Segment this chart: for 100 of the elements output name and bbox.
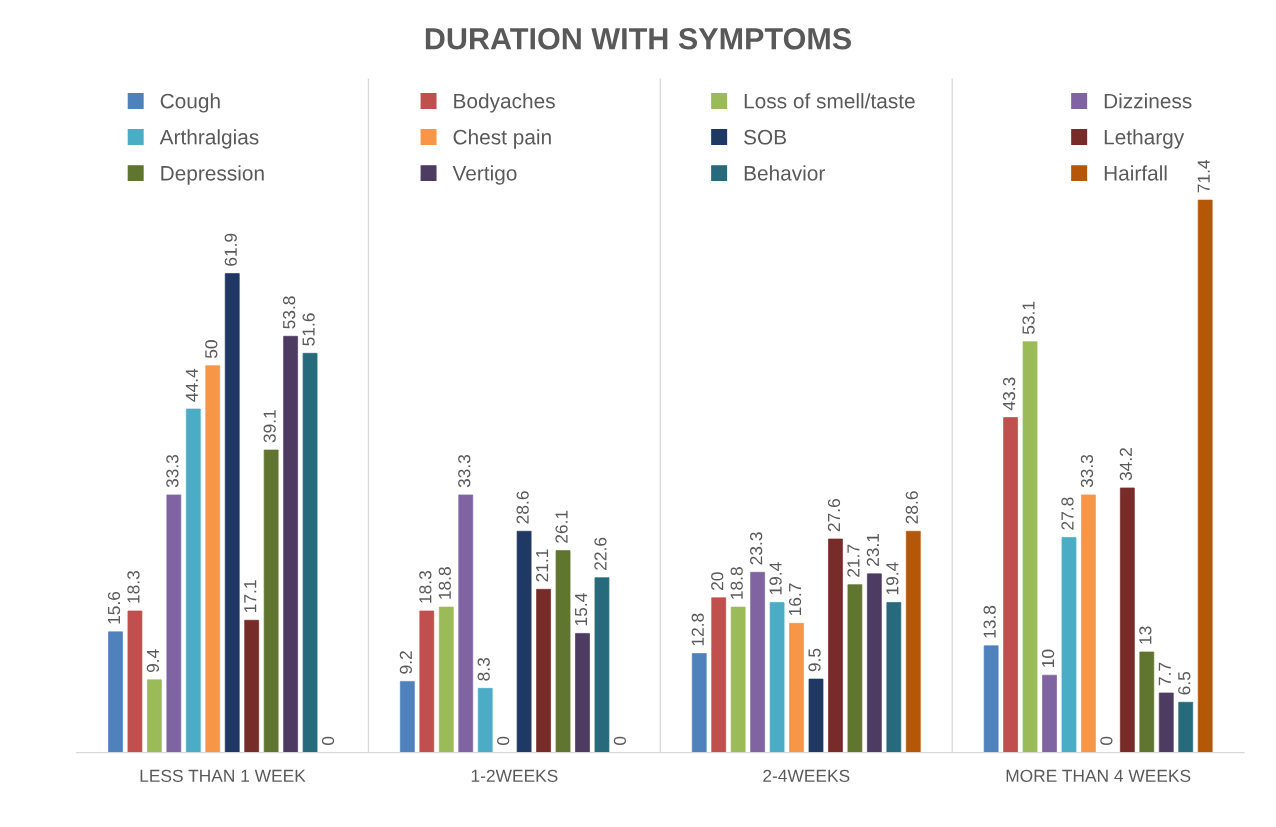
- bar: [127, 610, 143, 753]
- bar: [205, 365, 221, 753]
- bar: [828, 538, 843, 753]
- bar: [516, 530, 532, 753]
- bar: [1119, 487, 1135, 753]
- data-label: 8.3: [477, 658, 490, 681]
- chart-title: DURATION WITH SYMPTOMS: [425, 27, 851, 50]
- data-label: 19.4: [886, 562, 899, 595]
- data-label: 18.8: [730, 567, 743, 599]
- bar: [769, 602, 785, 753]
- legend-label: Lethargy: [1104, 129, 1185, 149]
- bar: [244, 619, 260, 753]
- bar: [789, 623, 804, 753]
- data-label: 12.8: [691, 613, 704, 646]
- data-label: 9.2: [399, 651, 413, 674]
- data-label: 18.3: [419, 571, 432, 603]
- data-label: 53.1: [1022, 301, 1035, 335]
- bar: [847, 584, 863, 753]
- data-label: 18.3: [127, 571, 140, 603]
- bar: [983, 645, 999, 753]
- data-label: 6.5: [1178, 671, 1191, 695]
- data-label: 33.3: [458, 454, 471, 488]
- data-label: 28.6: [905, 491, 918, 524]
- data-label: 21.1: [535, 549, 549, 582]
- bar: [1022, 341, 1038, 753]
- data-label: 23.1: [866, 533, 880, 567]
- legend-label: Loss of smell/taste: [744, 93, 915, 109]
- bar: [302, 352, 318, 753]
- data-label: 9.5: [808, 648, 821, 672]
- bar: [1139, 651, 1155, 753]
- data-label: 0: [1100, 736, 1113, 745]
- bar: [147, 679, 162, 753]
- bar: [1158, 692, 1174, 753]
- bar: [1081, 494, 1096, 753]
- legend-label: SOB: [744, 129, 786, 145]
- data-label: 43.3: [1002, 377, 1016, 411]
- bar: [691, 653, 707, 753]
- legend-label: Bodyaches: [454, 93, 555, 113]
- data-label: 13.8: [983, 605, 996, 638]
- x-tick-label: 2-4WEEKS: [763, 769, 850, 782]
- data-label: 15.6: [107, 591, 121, 624]
- x-tick-label: MORE THAN 4 WEEKS: [1006, 769, 1191, 782]
- data-label: 10: [1041, 649, 1055, 667]
- data-label: 9.4: [146, 649, 160, 673]
- data-label: 20: [711, 572, 724, 590]
- legend-label: Arthralgias: [159, 129, 259, 149]
- data-label: 19.4: [769, 562, 782, 595]
- data-label: 27.8: [1061, 497, 1074, 530]
- bar: [1003, 417, 1018, 753]
- data-label: 21.7: [847, 544, 860, 577]
- bar: [1197, 199, 1213, 753]
- legend-label: Chest pain: [453, 129, 551, 149]
- data-label: 7.7: [1158, 662, 1171, 686]
- bar: [594, 577, 610, 753]
- legend-label: Depression: [161, 165, 264, 185]
- bar: [1042, 674, 1057, 753]
- data-label: 13: [1139, 626, 1152, 644]
- data-label: 71.4: [1197, 159, 1210, 193]
- bar: [750, 571, 765, 753]
- legend-label: Dizziness: [1104, 93, 1192, 109]
- data-label: 33.3: [166, 454, 179, 488]
- data-label: 0: [613, 736, 627, 745]
- bar: [730, 606, 746, 753]
- bar: [224, 273, 240, 753]
- bar: [536, 588, 551, 753]
- bar: [108, 631, 123, 753]
- data-label: 17.1: [244, 580, 257, 612]
- data-label: 27.6: [827, 499, 841, 532]
- legend-label: Hairfall: [1104, 165, 1167, 181]
- bar: [263, 449, 279, 753]
- data-label: 51.6: [302, 313, 315, 346]
- data-label: 26.1: [555, 510, 568, 543]
- legend-label: Cough: [160, 93, 220, 113]
- data-label: 39.1: [263, 410, 276, 443]
- data-label: 61.9: [224, 233, 237, 266]
- data-label: 22.6: [594, 537, 607, 570]
- bar: [438, 606, 454, 753]
- bar: [400, 681, 415, 753]
- legend-label: Behavior: [744, 165, 825, 181]
- bar: [905, 530, 921, 753]
- bar: [283, 335, 298, 753]
- x-tick-label: 1-2WEEKS: [471, 769, 558, 782]
- bar: [477, 688, 493, 753]
- data-label: 34.2: [1119, 448, 1133, 481]
- data-label: 28.6: [516, 491, 529, 524]
- data-label: 53.8: [282, 296, 296, 329]
- data-label: 23.3: [749, 532, 763, 565]
- bar: [166, 494, 182, 753]
- bar: [808, 678, 824, 753]
- data-label: 33.3: [1080, 454, 1094, 488]
- bar: [419, 610, 435, 753]
- bar: [185, 408, 201, 753]
- data-label: 15.4: [575, 593, 588, 626]
- bar: [575, 633, 590, 753]
- data-label: 44.4: [185, 368, 198, 402]
- data-label: 0: [497, 736, 510, 745]
- bar: [711, 597, 727, 753]
- bar: [886, 602, 902, 753]
- bar: [555, 550, 571, 753]
- data-label: 0: [321, 736, 335, 745]
